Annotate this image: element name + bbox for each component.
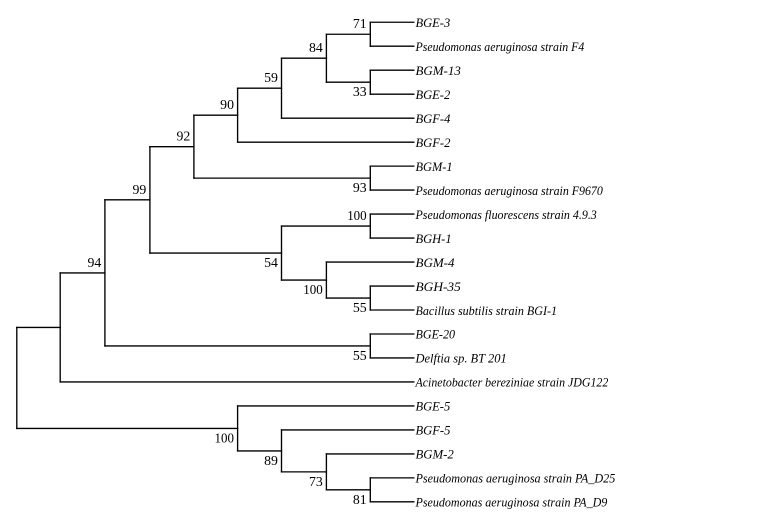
svg-text:BGM-13: BGM-13 bbox=[416, 64, 461, 78]
svg-text:94: 94 bbox=[88, 255, 102, 270]
svg-text:71: 71 bbox=[353, 16, 367, 31]
svg-text:54: 54 bbox=[264, 255, 278, 270]
svg-text:Pseudomonas aeruginosa strain: Pseudomonas aeruginosa strain F9670 bbox=[415, 184, 604, 198]
svg-text:BGM-1: BGM-1 bbox=[416, 160, 453, 174]
svg-text:33: 33 bbox=[353, 84, 367, 99]
svg-text:Pseudomonas aeruginosa strain: Pseudomonas aeruginosa strain PA_D25 bbox=[415, 472, 616, 486]
svg-text:BGE-20: BGE-20 bbox=[416, 328, 456, 342]
svg-text:55: 55 bbox=[353, 300, 367, 315]
svg-text:Acinetobacter bereziniae strai: Acinetobacter bereziniae strain JDG122 bbox=[415, 376, 609, 390]
svg-text:100: 100 bbox=[303, 282, 323, 297]
svg-text:55: 55 bbox=[353, 348, 367, 363]
svg-text:BGH-1: BGH-1 bbox=[416, 232, 452, 246]
svg-text:BGH-35: BGH-35 bbox=[416, 280, 461, 294]
svg-text:Delftia sp. BT 201: Delftia sp. BT 201 bbox=[415, 352, 507, 366]
svg-text:BGE-3: BGE-3 bbox=[416, 16, 451, 30]
svg-text:Pseudomonas aeruginosa strain: Pseudomonas aeruginosa strain PA_D9 bbox=[415, 496, 608, 510]
svg-text:100: 100 bbox=[215, 430, 235, 445]
svg-text:BGE-5: BGE-5 bbox=[416, 400, 451, 414]
svg-text:BGM-2: BGM-2 bbox=[416, 448, 455, 462]
svg-text:Bacillus subtilis strain BGI-1: Bacillus subtilis strain BGI-1 bbox=[416, 304, 558, 318]
svg-text:90: 90 bbox=[220, 97, 234, 112]
svg-text:100: 100 bbox=[347, 208, 367, 223]
svg-text:BGF-4: BGF-4 bbox=[416, 112, 452, 126]
svg-text:BGM-4: BGM-4 bbox=[416, 256, 456, 270]
svg-text:BGE-2: BGE-2 bbox=[416, 88, 451, 102]
svg-text:92: 92 bbox=[177, 129, 191, 144]
svg-text:89: 89 bbox=[264, 453, 278, 468]
svg-text:Pseudomonas fluorescens strain: Pseudomonas fluorescens strain 4.9.3 bbox=[415, 208, 597, 222]
svg-text:84: 84 bbox=[309, 40, 323, 55]
svg-text:73: 73 bbox=[309, 474, 323, 489]
svg-text:BGF-2: BGF-2 bbox=[416, 136, 452, 150]
svg-text:81: 81 bbox=[353, 492, 367, 507]
svg-text:99: 99 bbox=[133, 182, 147, 197]
svg-text:BGF-5: BGF-5 bbox=[416, 424, 451, 438]
svg-text:93: 93 bbox=[353, 180, 367, 195]
svg-text:59: 59 bbox=[264, 70, 278, 85]
svg-text:Pseudomonas aeruginosa strain: Pseudomonas aeruginosa strain F4 bbox=[415, 40, 585, 54]
